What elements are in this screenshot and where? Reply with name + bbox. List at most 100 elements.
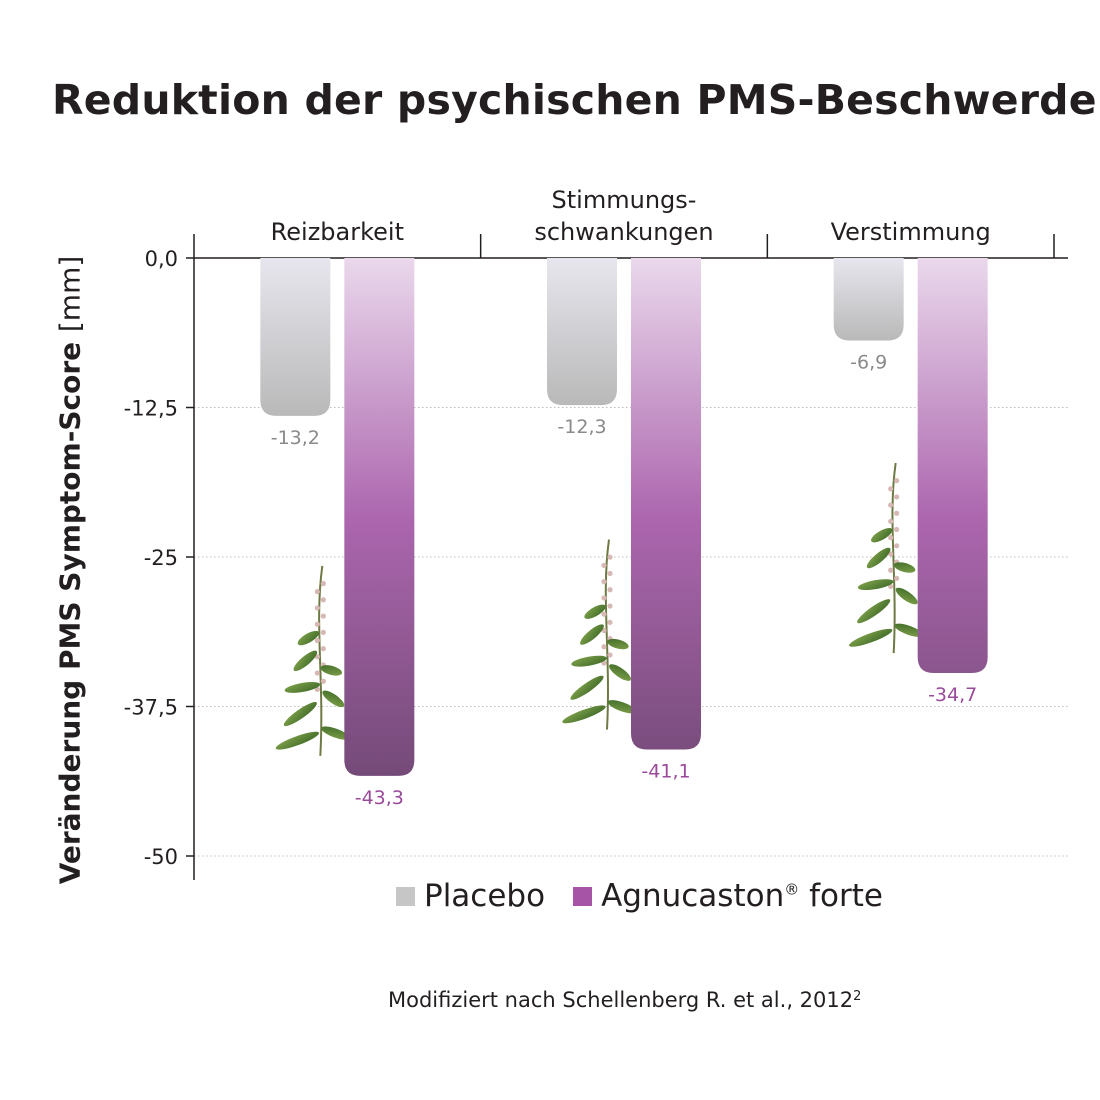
bar-placebo [260,258,331,416]
legend-swatch-agnucaston [573,886,593,906]
category-label: Reizbarkeit [194,216,481,248]
value-label-agnucaston: -41,1 [641,761,690,783]
plant-flower [601,644,607,650]
plant-leaf [580,624,604,645]
category-label-line: Stimmungs- [551,186,697,214]
plant-flower [607,554,613,560]
plant-flower [601,611,607,617]
plant-flower [607,619,613,625]
plant-flower [607,587,613,593]
y-axis-label-unit: [mm] [53,255,87,333]
plant-leaf [871,528,893,543]
value-label-agnucaston: -34,7 [928,684,977,706]
plant-leaf [857,579,894,591]
plant-flower [894,543,900,549]
chaste-tree-plant-icon [562,539,637,730]
plant-flower [314,589,320,595]
category-label-line: Reizbarkeit [270,218,404,246]
y-tick-label: -25 [144,546,178,570]
plant-leaf [320,665,343,676]
chaste-tree-plant-icon [275,565,350,756]
plant-flower [601,595,607,601]
y-tick-label: 0,0 [145,247,178,271]
plant-flower [888,567,894,573]
plant-flower [894,494,900,500]
plant-leaf [607,700,637,714]
plant-leaf [609,664,631,681]
plant-flower [320,629,326,635]
plant-flower [314,605,320,611]
plant-leaf [571,655,607,667]
plant-leaf [275,731,320,750]
plant-leaf [293,650,318,672]
source-text: Modifiziert nach Schellenberg R. et al.,… [388,988,854,1012]
plant-flower [894,575,900,581]
plant-leaf [284,682,321,693]
plant-stem [604,539,610,730]
bar-placebo [833,258,904,341]
plant-flower [314,637,320,644]
plant-flower [607,603,613,609]
plant-leaf [584,604,606,619]
value-label-placebo: -12,3 [557,416,606,438]
plant-flower [607,570,613,577]
plant-leaf [297,630,319,646]
y-tick-label: -50 [144,845,178,869]
plant-flower [320,613,326,619]
plant-flower [601,579,607,585]
plant-leaf [894,623,923,637]
legend: Placebo Agnucaston® forte [396,878,911,914]
legend-label-agnucaston-suffix: forte [799,878,883,914]
y-tick-label: -37,5 [124,696,178,720]
legend-swatch-placebo [396,886,415,906]
plant-flower [888,486,894,492]
category-label: Verstimmung [767,216,1054,248]
plant-flower [894,478,900,484]
plant-leaf [321,726,350,740]
plant-leaf [866,547,891,569]
plant-leaf [562,705,606,724]
plant-flower [888,518,894,524]
legend-item-agnucaston: Agnucaston® forte [573,878,883,914]
plant-flower [320,580,326,587]
value-label-agnucaston: -43,3 [355,787,404,809]
value-label-placebo: -13,2 [271,427,320,449]
plant-flower [894,526,900,533]
plant-leaf [857,599,891,624]
plant-leaf [895,587,918,605]
plant-flower [601,562,607,568]
plant-leaf [322,690,345,708]
legend-label-agnucaston-sup: ® [784,880,800,899]
category-label-line: Verstimmung [830,218,991,246]
source-note: Modifiziert nach Schellenberg R. et al.,… [388,988,861,1012]
legend-label-agnucaston-name: Agnucaston [601,878,785,914]
category-label-line: schwankungen [534,218,714,246]
plant-stem [891,462,897,654]
chart-title: Reduktion der psychischen PMS-Beschwerde… [52,76,1100,124]
plant-leaf [283,702,317,727]
plant-flower [320,597,326,603]
value-label-placebo: -6,9 [850,352,887,374]
legend-label-placebo: Placebo [424,878,546,914]
plant-flower [607,652,613,658]
plant-leaf [848,628,893,647]
plant-leaf [607,638,629,650]
legend-item-placebo: Placebo [396,878,545,914]
y-axis-label-main: Veränderung PMS Symptom-Score [53,341,87,885]
bar-placebo [547,258,617,406]
plant-flower [314,670,320,676]
plant-flower [320,678,326,684]
bar-agnucaston [631,258,701,750]
bar-agnucaston [344,258,415,776]
y-axis-label: Veränderung PMS Symptom-Score [mm] [54,256,87,885]
plant-flower [314,621,320,627]
plant-flower [320,646,326,652]
plant-flower [894,510,900,516]
chaste-tree-plant-icon [848,462,923,654]
category-label: Stimmungs-schwankungen [481,184,768,248]
plant-leaf [570,675,604,700]
legend-label-agnucaston: Agnucaston® forte [601,878,883,914]
bar-agnucaston [917,258,988,674]
source-footnote: 2 [853,989,862,1004]
